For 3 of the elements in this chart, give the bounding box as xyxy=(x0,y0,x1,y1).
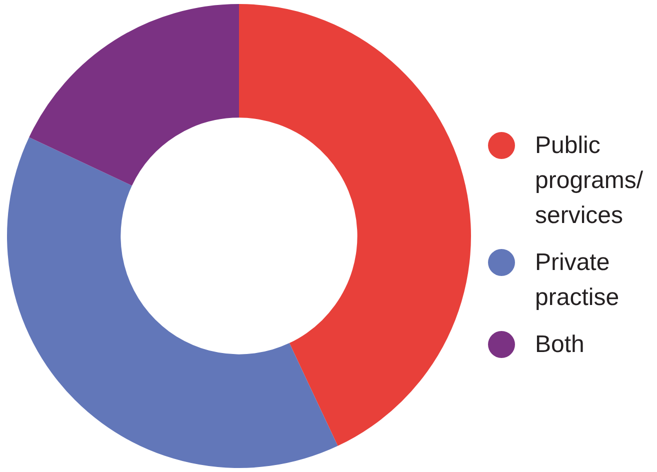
legend-label: Both xyxy=(535,330,586,360)
legend-label: Private practise xyxy=(535,248,620,313)
legend-label: Public programs/ services xyxy=(535,131,644,231)
